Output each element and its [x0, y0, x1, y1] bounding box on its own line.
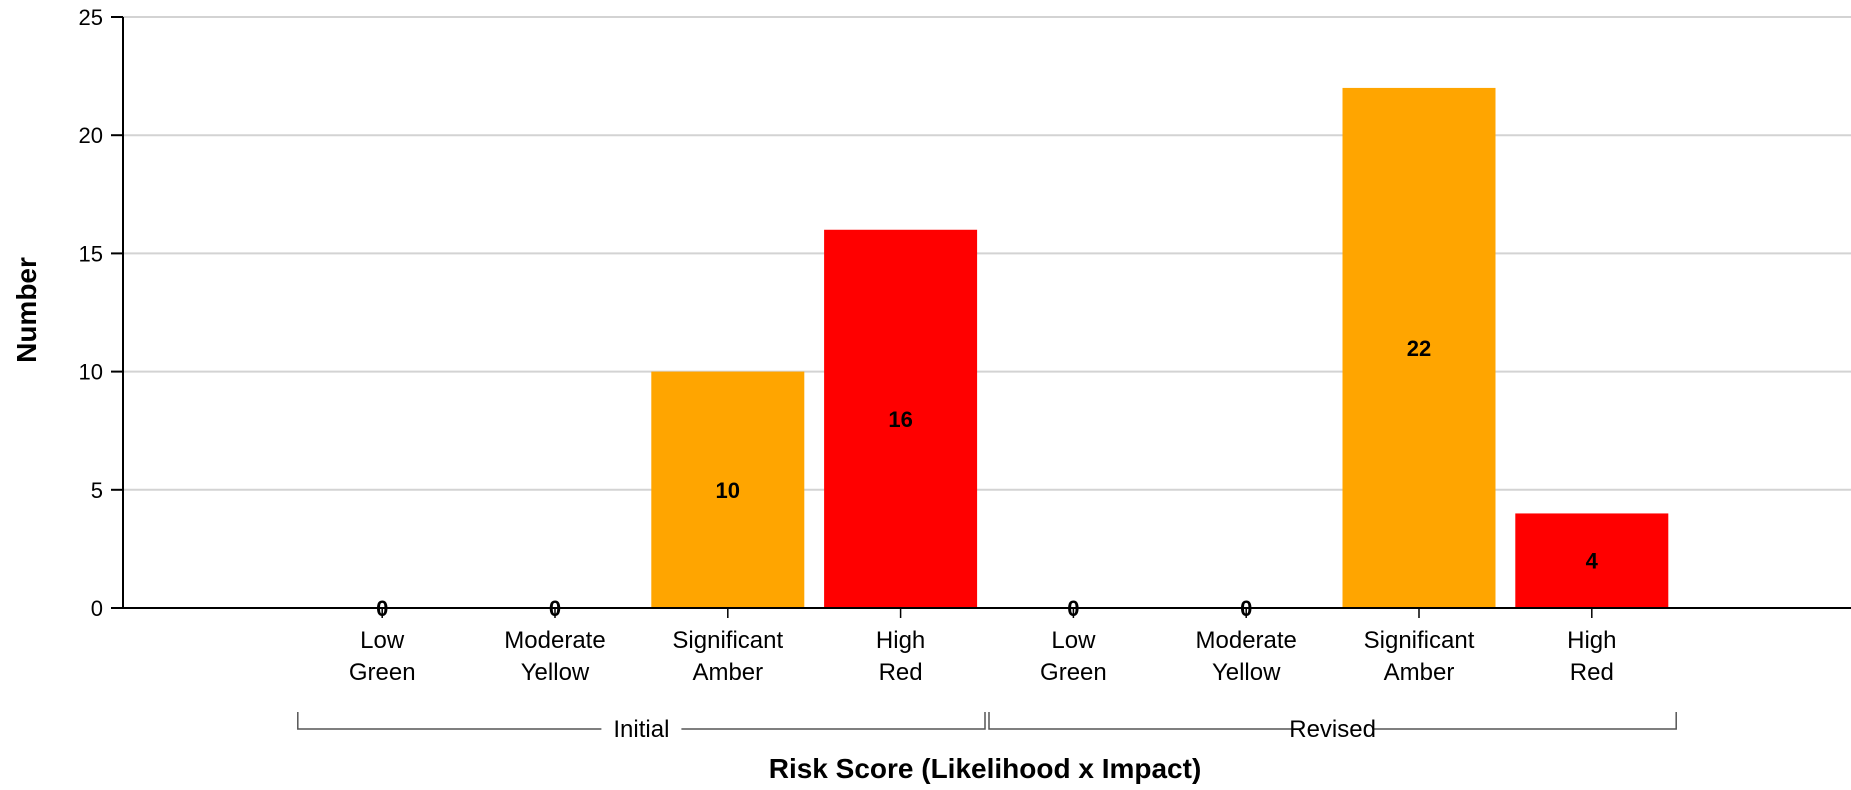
group-bracket: [297, 712, 986, 730]
x-category-label-line2: Red: [879, 659, 923, 686]
data-label: 4: [1586, 549, 1599, 574]
x-category-label-line2: Green: [349, 659, 416, 686]
x-category-label-line2: Amber: [692, 659, 763, 686]
axes: [111, 16, 1851, 730]
data-label: 0: [1240, 596, 1252, 621]
x-category-label-line1: High: [876, 627, 925, 654]
group-bracket: [988, 712, 1677, 730]
x-category-label-line2: Red: [1570, 659, 1614, 686]
bar-amber-revised: [1342, 87, 1496, 609]
bar-red-initial: [824, 229, 978, 608]
data-label: 10: [716, 478, 740, 503]
bars: [651, 87, 1669, 609]
x-category-label-line1: Moderate: [504, 627, 605, 654]
bar-amber-initial: [651, 371, 805, 608]
data-label: 0: [549, 596, 561, 621]
y-tick-label: 20: [79, 123, 103, 148]
y-tick-label: 10: [79, 360, 103, 385]
group-label-revised: Revised: [1289, 716, 1376, 743]
x-category-label-line2: Amber: [1384, 659, 1455, 686]
x-category-label-line1: Moderate: [1196, 627, 1297, 654]
y-axis-title: Number: [11, 257, 42, 363]
x-category-label-line1: High: [1567, 627, 1616, 654]
x-category-label-line2: Yellow: [1212, 659, 1281, 686]
labels: 0 5 10 15 20 25 0 Low Green 0 Moderate Yellow 10 Sign…: [79, 5, 1617, 743]
data-label: 0: [376, 596, 388, 621]
x-category-label-line1: Low: [360, 627, 405, 654]
x-category-label-line1: Significant: [672, 627, 783, 654]
gridlines: [123, 16, 1851, 491]
data-label: 22: [1407, 336, 1431, 361]
data-label: 0: [1067, 596, 1079, 621]
bar-red-revised: [1515, 513, 1669, 608]
x-category-label-line2: Yellow: [521, 659, 590, 686]
group-label-initial: Initial: [613, 716, 669, 743]
y-tick-label: 25: [79, 5, 103, 30]
y-tick-label: 15: [79, 241, 103, 266]
y-tick-label: 0: [91, 596, 103, 621]
x-axis-title: Risk Score (Likelihood x Impact): [769, 753, 1202, 784]
x-category-label-line1: Low: [1051, 627, 1096, 654]
data-label: 16: [888, 407, 912, 432]
y-tick-label: 5: [91, 478, 103, 503]
x-category-label-line1: Significant: [1364, 627, 1475, 654]
x-category-label-line2: Green: [1040, 659, 1107, 686]
